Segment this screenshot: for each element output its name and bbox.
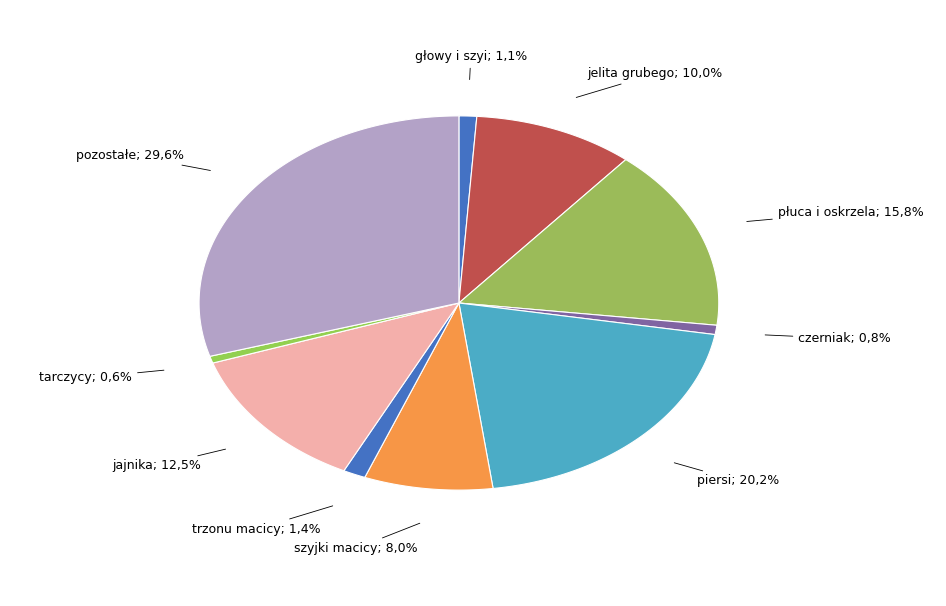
Text: szyjki macicy; 8,0%: szyjki macicy; 8,0% (294, 523, 420, 554)
Text: czerniak; 0,8%: czerniak; 0,8% (765, 332, 891, 345)
Text: pozostałe; 29,6%: pozostałe; 29,6% (76, 149, 210, 170)
Text: płuca i oskrzela; 15,8%: płuca i oskrzela; 15,8% (746, 205, 923, 221)
Polygon shape (199, 116, 459, 356)
Polygon shape (459, 159, 719, 325)
Text: głowy i szyi; 1,1%: głowy i szyi; 1,1% (414, 50, 527, 79)
Text: piersi; 20,2%: piersi; 20,2% (674, 463, 780, 487)
Polygon shape (213, 303, 459, 471)
Text: jajnika; 12,5%: jajnika; 12,5% (112, 449, 225, 472)
Text: tarczycy; 0,6%: tarczycy; 0,6% (39, 370, 164, 384)
Polygon shape (365, 303, 493, 490)
Text: jelita grubego; 10,0%: jelita grubego; 10,0% (576, 67, 723, 98)
Polygon shape (210, 303, 459, 363)
Polygon shape (459, 303, 715, 488)
Text: trzonu macicy; 1,4%: trzonu macicy; 1,4% (192, 506, 333, 536)
Polygon shape (459, 303, 717, 335)
Polygon shape (343, 303, 459, 478)
Polygon shape (459, 116, 477, 303)
Polygon shape (459, 116, 626, 303)
